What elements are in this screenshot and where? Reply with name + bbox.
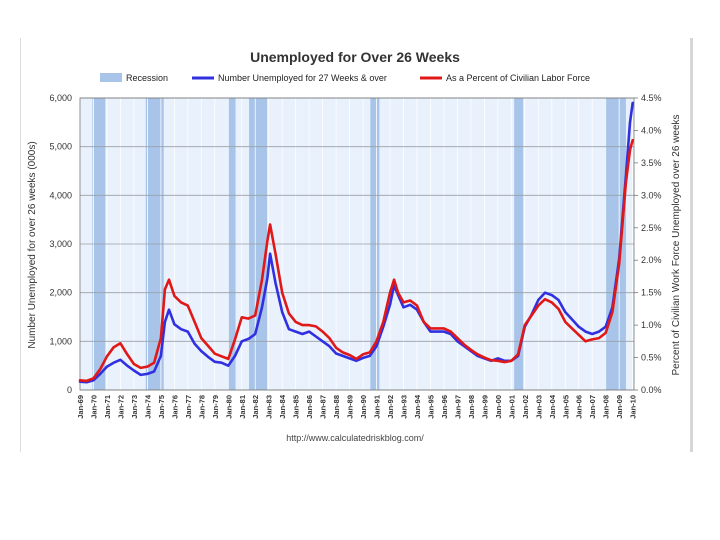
x-tick-label: Jan-06: [575, 395, 584, 419]
x-tick-label: Jan-80: [224, 395, 233, 419]
x-tick-label: Jan-77: [184, 395, 193, 419]
x-tick-label: Jan-97: [453, 395, 462, 419]
x-tick-label: Jan-73: [130, 395, 139, 419]
x-tick-label: Jan-96: [440, 395, 449, 419]
y2-tick-label: 2.5%: [641, 223, 662, 233]
legend-label: Number Unemployed for 27 Weeks & over: [218, 73, 387, 83]
x-tick-label: Jan-78: [197, 395, 206, 419]
series-line-percent: [78, 138, 635, 383]
x-tick-label: Jan-72: [116, 395, 125, 419]
x-tick-label: Jan-85: [292, 395, 301, 419]
x-tick-label: Jan-95: [426, 395, 435, 419]
x-tick-label: Jan-91: [373, 395, 382, 419]
y2-tick-label: 3.5%: [641, 158, 662, 168]
x-tick-label: Jan-03: [534, 395, 543, 419]
x-tick-label: Jan-09: [615, 395, 624, 419]
x-tick-label: Jan-71: [103, 395, 112, 419]
plot-area: 0 1,000 2,000 3,000 4,000 5,000 6,000 0.0% 0.5% 1…: [49, 93, 661, 419]
x-tick-label: Jan-69: [76, 395, 85, 419]
x-tick-label: Jan-92: [386, 395, 395, 419]
y2-tick-label: 4.0%: [641, 125, 662, 135]
legend-swatch-recession: [100, 73, 122, 82]
x-tick-label: Jan-07: [588, 395, 597, 419]
y2-tick-label: 1.0%: [641, 320, 662, 330]
y2-tick-label: 4.5%: [641, 93, 662, 103]
y2-tick-label: 0.5%: [641, 353, 662, 363]
series-line-number: [78, 101, 635, 384]
y-tick-label: 5,000: [49, 142, 72, 152]
y2-tick-label: 0.0%: [641, 385, 662, 395]
x-tick-label: Jan-99: [480, 395, 489, 419]
y-tick-label: 3,000: [49, 239, 72, 249]
x-tick-label: Jan-74: [143, 394, 152, 419]
plot-border: [79, 97, 635, 391]
frame-border: [690, 38, 693, 452]
source-note: http://www.calculatedriskblog.com/: [286, 433, 424, 443]
x-tick-label: Jan-81: [238, 395, 247, 419]
x-tick-label: Jan-87: [319, 395, 328, 419]
x-tick-label: Jan-70: [89, 395, 98, 419]
x-tick-label: Jan-89: [346, 395, 355, 419]
x-tick-label: Jan-86: [305, 395, 314, 419]
x-tick-label: Jan-82: [251, 395, 260, 419]
legend: Recession Number Unemployed for 27 Weeks …: [100, 73, 590, 83]
y2-axis-label: Percent of Civilian Work Force Unemploye…: [671, 114, 682, 375]
chart-title: Unemployed for Over 26 Weeks: [250, 49, 460, 65]
y-tick-label: 4,000: [49, 190, 72, 200]
x-tick-label: Jan-84: [278, 394, 287, 419]
y2-tick-label: 2.0%: [641, 255, 662, 265]
x-tick-label: Jan-10: [629, 395, 638, 419]
y-tick-label: 0: [67, 385, 72, 395]
x-tick-label: Jan-08: [602, 395, 611, 419]
x-tick-label: Jan-04: [548, 394, 557, 419]
x-tick-label: Jan-90: [359, 395, 368, 419]
legend-label: As a Percent of Civilian Labor Force: [446, 73, 590, 83]
y2-tick-label: 3.0%: [641, 190, 662, 200]
x-tick-label: Jan-98: [467, 395, 476, 419]
y-tick-label: 1,000: [49, 336, 72, 346]
x-tick-label: Jan-83: [265, 395, 274, 419]
legend-label: Recession: [126, 73, 168, 83]
y-axis-label: Number Unemployed for over 26 weeks (000…: [27, 141, 38, 348]
x-tick-label: Jan-05: [561, 395, 570, 419]
x-tick-label: Jan-88: [332, 395, 341, 419]
x-tick-label: Jan-76: [170, 395, 179, 419]
y2-tick-label: 1.5%: [641, 288, 662, 298]
x-tick-label: Jan-93: [400, 395, 409, 419]
x-tick-label: Jan-94: [413, 394, 422, 419]
x-tick-label: Jan-00: [494, 395, 503, 419]
y-tick-label: 6,000: [49, 93, 72, 103]
x-tick-label: Jan-02: [521, 395, 530, 419]
x-tick-label: Jan-79: [211, 395, 220, 419]
x-tick-label: Jan-01: [507, 395, 516, 419]
y-tick-label: 2,000: [49, 288, 72, 298]
x-tick-label: Jan-75: [157, 395, 166, 419]
